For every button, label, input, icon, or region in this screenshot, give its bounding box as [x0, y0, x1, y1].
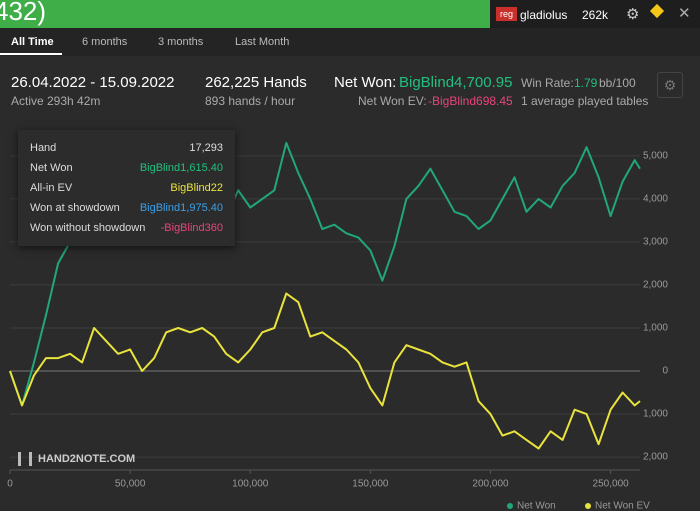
- watermark-text: HAND2NOTE.COM: [38, 452, 136, 465]
- player-name[interactable]: gladiolus: [520, 8, 568, 22]
- y-tick-label: 3,000: [643, 237, 668, 248]
- hands-short: 262k: [582, 8, 609, 22]
- settings-icon[interactable]: ⚙: [626, 6, 640, 23]
- y-tick-label: 0: [662, 366, 668, 377]
- title-fragment: 432): [0, 0, 47, 26]
- x-tick-label: 0: [7, 479, 13, 490]
- legend-marker: [507, 503, 513, 509]
- logo: [18, 452, 32, 466]
- tooltip-value: BigBlind22: [170, 182, 223, 194]
- tab-bar: All Time 6 months 3 months Last Month: [0, 28, 700, 56]
- y-tick-label: 2,000: [643, 280, 668, 291]
- hands-per-hour: 893 hands / hour: [205, 94, 296, 108]
- tooltip-label: All-in EV: [30, 182, 73, 194]
- close-icon[interactable]: ✕: [678, 5, 691, 22]
- net-won-ev: -BigBlind698.45: [428, 94, 513, 108]
- tooltip-value: BigBlind1,975.40: [139, 202, 223, 214]
- y-tick-label: 4,000: [643, 194, 668, 205]
- tooltip-value: 17,293: [189, 142, 223, 154]
- x-tick-label: 150,000: [352, 479, 389, 490]
- net-won: BigBlind4,700.95: [399, 74, 513, 91]
- win-rate: 1.79: [574, 76, 598, 90]
- legend-label: Net Won EV: [595, 501, 650, 511]
- tooltip-row: Hand 17,293: [30, 142, 223, 162]
- y-tick-label: 5,000: [643, 150, 668, 161]
- y-tick-label: 1,000: [643, 323, 668, 334]
- y-tick-label: 1,000: [643, 409, 668, 420]
- tab[interactable]: Last Month: [235, 36, 290, 48]
- tooltip-label: Hand: [30, 142, 57, 154]
- watermark: HAND2NOTE.COM: [18, 452, 135, 466]
- tooltip-row: Won without showdown -BigBlind360: [30, 222, 223, 242]
- tooltip-row: Net Won BigBlind1,615.40: [30, 162, 223, 182]
- chart-settings[interactable]: ⚙: [657, 72, 683, 98]
- tooltip-value: BigBlind1,615.40: [139, 162, 223, 174]
- x-tick-label: 250,000: [593, 479, 630, 490]
- tooltip-label: Won without showdown: [30, 222, 146, 234]
- tab-underline: [0, 53, 62, 55]
- player-panel: reg gladiolus 262k ⚙ ✕: [490, 0, 700, 28]
- net-won-ev-label: Net Won EV:: [358, 94, 427, 108]
- tooltip-label: Won at showdown: [30, 202, 120, 214]
- x-tick-label: 100,000: [232, 479, 269, 490]
- x-tick-label: 200,000: [472, 479, 509, 490]
- win-rate-unit: bb/100: [599, 76, 636, 90]
- tab[interactable]: All Time: [11, 36, 54, 48]
- tooltip-value: -BigBlind360: [160, 222, 223, 234]
- title-bar: 432): [0, 0, 490, 28]
- series-line: [9, 292, 641, 450]
- tooltip-row: Won at showdown BigBlind1,975.40: [30, 202, 223, 222]
- net-won-label: Net Won:: [334, 74, 397, 91]
- date-range: 26.04.2022 - 15.09.2022: [11, 74, 175, 91]
- tooltip: Hand 17,293 Net Won BigBlind1,615.40 All-i…: [18, 130, 235, 246]
- badge: reg: [496, 7, 518, 21]
- tables: 1 average played tables: [521, 94, 649, 108]
- win-rate-label: Win Rate:: [521, 76, 574, 90]
- x-tick-label: 50,000: [115, 479, 146, 490]
- tab[interactable]: 3 months: [158, 36, 204, 48]
- y-tick-label: 2,000: [643, 452, 668, 463]
- legend-marker: [585, 503, 591, 509]
- active-time: Active 293h 42m: [11, 94, 101, 108]
- legend-label: Net Won: [517, 501, 556, 511]
- hands: 262,225 Hands: [205, 74, 307, 91]
- tab[interactable]: 6 months: [82, 36, 128, 48]
- tooltip-label: Net Won: [30, 162, 73, 174]
- tooltip-row: All-in EV BigBlind22: [30, 182, 223, 202]
